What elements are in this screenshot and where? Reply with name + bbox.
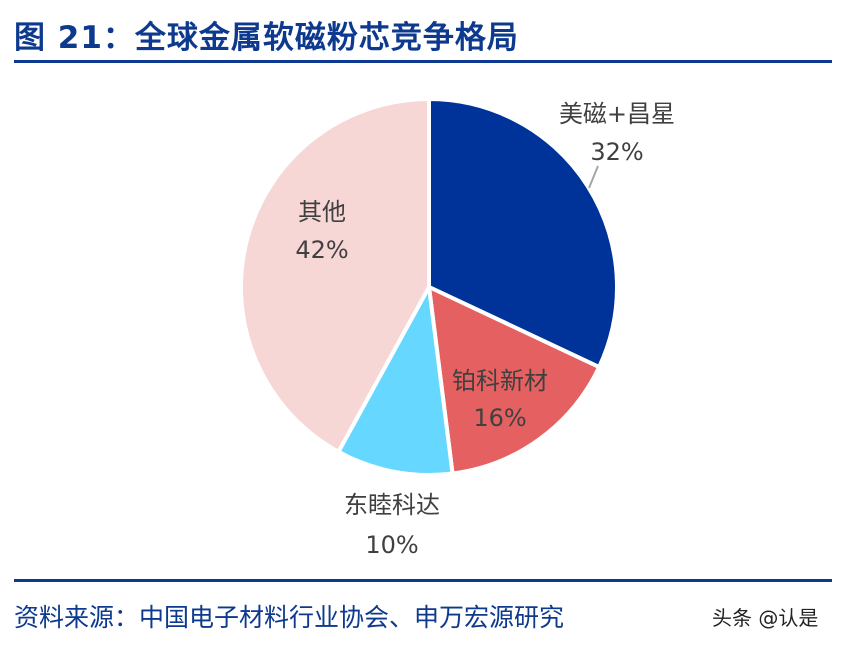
slice-label-dongmu-keda: 东睦科达 <box>344 491 440 519</box>
slice-value-dongmu-keda: 10% <box>365 531 418 559</box>
source-note: 资料来源：中国电子材料行业协会、申万宏源研究 <box>14 603 565 632</box>
slice-label-other: 其他 <box>298 198 346 226</box>
watermark: 头条 @认是 <box>712 606 819 630</box>
slice-label-boke-xincai: 铂科新材 <box>452 367 548 395</box>
pie-slice-meici-changxing <box>427 97 619 370</box>
slice-label-meici-changxing: 美磁+昌星 <box>559 100 675 128</box>
pie-slice-boke-xincai <box>427 285 602 476</box>
page-title: 图 21：全球金属软磁粉芯竞争格局 <box>14 20 519 56</box>
pie-slice-other <box>239 97 431 454</box>
footer-divider <box>14 579 832 582</box>
slice-value-meici-changxing: 32% <box>590 138 643 166</box>
slice-value-other: 42% <box>295 236 348 264</box>
title-divider <box>14 60 832 63</box>
leader-line-meici-changxing <box>588 165 599 189</box>
slice-value-boke-xincai: 16% <box>473 404 526 432</box>
pie-slice-dongmu-keda <box>336 285 455 477</box>
